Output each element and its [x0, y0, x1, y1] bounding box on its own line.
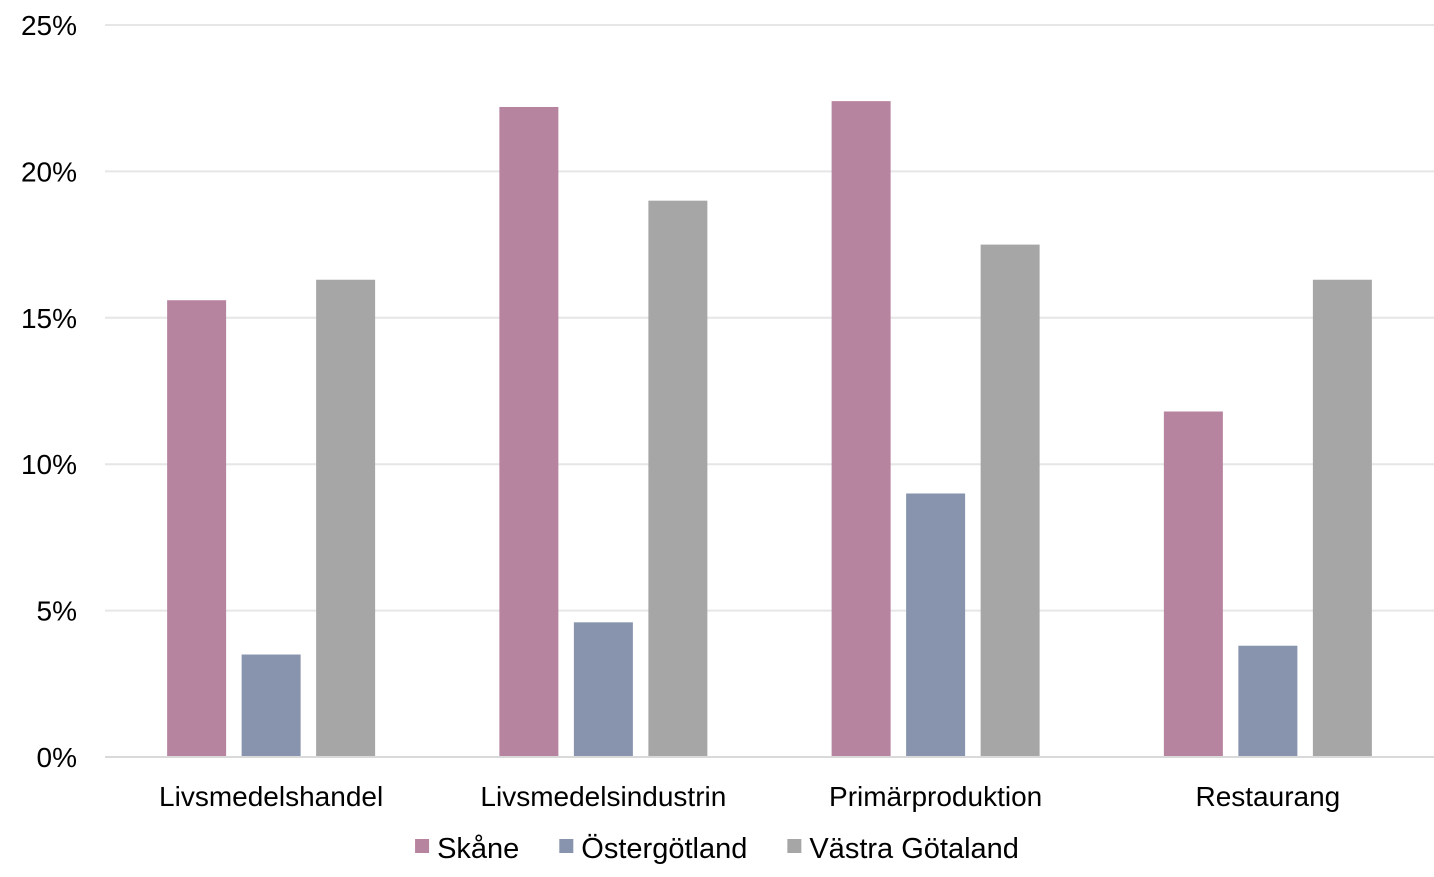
bars — [167, 101, 1372, 758]
y-axis-ticks: 0% 5% 10% 15% 20% 25% — [21, 10, 77, 773]
legend-label: Östergötland — [581, 833, 747, 865]
bar-1-3 — [831, 101, 891, 758]
gridlines — [105, 24, 1434, 612]
y-tick-label: 10% — [21, 449, 77, 480]
legend-swatch — [559, 839, 574, 853]
y-tick-label: 20% — [21, 156, 77, 187]
x-category-label: Primärproduktion — [829, 781, 1042, 812]
x-category-label: Livsmedelsindustrin — [480, 781, 726, 812]
bar-3-4 — [1312, 279, 1372, 757]
bar-3-2 — [648, 200, 708, 757]
legend-label: Västra Götaland — [809, 833, 1019, 865]
bar-2-3 — [906, 493, 966, 757]
bar-2-4 — [1238, 645, 1298, 757]
legend: Skåne Östergötland Västra Götaland — [415, 833, 1019, 865]
bar-1-1 — [167, 300, 227, 757]
y-tick-label: 0% — [37, 742, 77, 773]
bar-1-4 — [1163, 411, 1223, 757]
bar-3-3 — [980, 244, 1040, 758]
legend-label: Skåne — [437, 833, 519, 865]
y-tick-label: 25% — [21, 10, 77, 41]
legend-swatch — [415, 839, 430, 853]
bar-3-1 — [316, 279, 376, 757]
y-tick-label: 15% — [21, 303, 77, 334]
x-category-label: Livsmedelshandel — [159, 781, 383, 812]
bar-1-2 — [499, 106, 559, 757]
bar-2-1 — [241, 654, 301, 757]
x-category-label: Restaurang — [1195, 781, 1340, 812]
bar-2-2 — [573, 622, 633, 757]
x-axis-categories: Livsmedelshandel Livsmedelsindustrin Primä… — [159, 781, 1340, 812]
legend-swatch — [787, 839, 802, 853]
y-tick-label: 5% — [37, 596, 77, 627]
